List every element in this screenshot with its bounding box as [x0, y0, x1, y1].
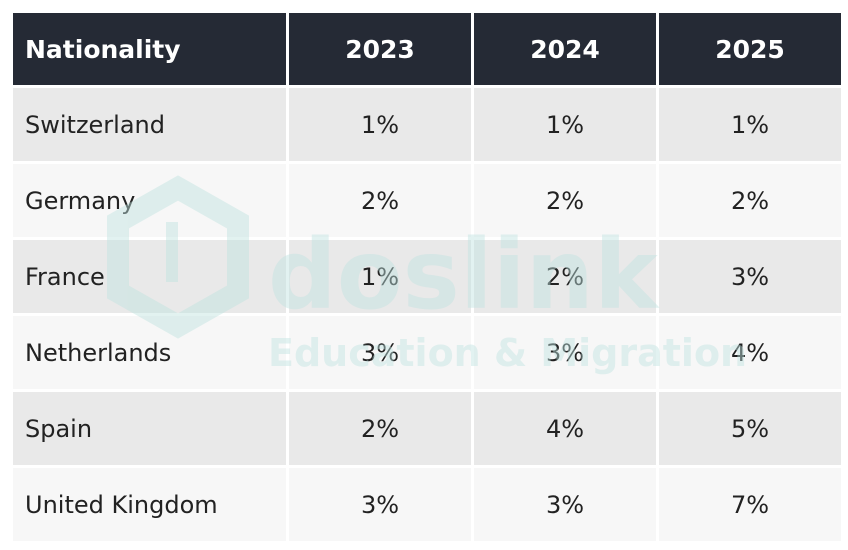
nationality-cell: France: [13, 240, 286, 313]
value-cell: 2%: [474, 164, 656, 237]
value-cell: 1%: [659, 88, 841, 161]
value-cell: 5%: [659, 392, 841, 465]
value-cell: 2%: [474, 240, 656, 313]
table-row: Spain 2% 4% 5%: [13, 392, 841, 465]
value-cell: 2%: [659, 164, 841, 237]
header-year-2024: 2024: [474, 13, 656, 85]
value-cell: 4%: [474, 392, 656, 465]
value-cell: 3%: [659, 240, 841, 313]
value-cell: 1%: [474, 88, 656, 161]
nationality-cell: Netherlands: [13, 316, 286, 389]
value-cell: 4%: [659, 316, 841, 389]
nationality-cell: Germany: [13, 164, 286, 237]
nationality-cell: Spain: [13, 392, 286, 465]
table-row: Netherlands 3% 3% 4%: [13, 316, 841, 389]
table-row: Switzerland 1% 1% 1%: [13, 88, 841, 161]
value-cell: 1%: [289, 240, 471, 313]
table-row: France 1% 2% 3%: [13, 240, 841, 313]
header-row: Nationality 2023 2024 2025: [13, 13, 841, 85]
value-cell: 2%: [289, 392, 471, 465]
header-nationality: Nationality: [13, 13, 286, 85]
nationality-cell: United Kingdom: [13, 468, 286, 541]
value-cell: 3%: [289, 468, 471, 541]
value-cell: 3%: [474, 468, 656, 541]
header-year-2023: 2023: [289, 13, 471, 85]
nationality-table: Nationality 2023 2024 2025 Switzerland 1…: [10, 10, 844, 544]
value-cell: 3%: [289, 316, 471, 389]
table-row: Germany 2% 2% 2%: [13, 164, 841, 237]
value-cell: 3%: [474, 316, 656, 389]
nationality-cell: Switzerland: [13, 88, 286, 161]
table-row: United Kingdom 3% 3% 7%: [13, 468, 841, 541]
header-year-2025: 2025: [659, 13, 841, 85]
value-cell: 2%: [289, 164, 471, 237]
value-cell: 7%: [659, 468, 841, 541]
value-cell: 1%: [289, 88, 471, 161]
